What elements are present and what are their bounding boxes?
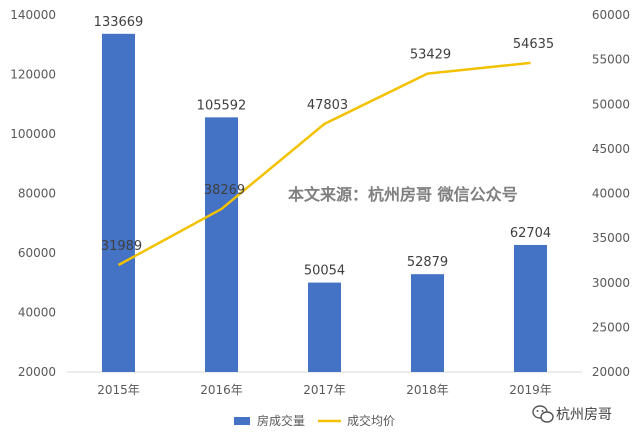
- x-tick-label: 2018年: [406, 383, 449, 397]
- y-right-tick-label: 55000: [592, 53, 630, 67]
- bar: [411, 274, 444, 372]
- y-right-tick-label: 20000: [592, 365, 630, 379]
- line-data-label: 54635: [513, 37, 554, 52]
- y-right-tick-label: 50000: [592, 97, 630, 111]
- legend-label-line: 成交均价: [347, 413, 395, 428]
- source-annotation: 本文来源：杭州房哥 微信公众号: [288, 185, 518, 204]
- y-right-tick-label: 45000: [592, 142, 630, 156]
- data-labels: 133669 105592 50054 52879 62704 31989 38269 478…: [94, 15, 555, 279]
- bar-series: [102, 33, 547, 373]
- line-path: [117, 61, 531, 267]
- x-tick-label: 2015年: [97, 383, 140, 397]
- bar-data-label: 50054: [304, 264, 345, 279]
- bar-data-label: 62704: [510, 226, 551, 241]
- bar-data-label: 52879: [407, 255, 448, 270]
- chart-axes: 20000 40000 60000 80000 100000 120000 140000 20…: [10, 8, 630, 397]
- watermark-logo: 杭州房哥: [532, 405, 612, 423]
- y-left-tick-label: 20000: [18, 365, 56, 379]
- y-right-tick-label: 30000: [592, 276, 630, 290]
- y-left-tick-label: 80000: [18, 187, 56, 201]
- y-left-tick-label: 140000: [10, 8, 56, 22]
- y-right-tick-label: 25000: [592, 320, 630, 334]
- bar-data-label: 105592: [197, 98, 247, 113]
- y-left-tick-label: 120000: [10, 68, 56, 82]
- x-tick-label: 2016年: [200, 383, 243, 397]
- watermark-label: 杭州房哥: [556, 407, 612, 423]
- line-data-label: 31989: [101, 239, 142, 254]
- y-right-tick-label: 60000: [592, 8, 630, 22]
- line-data-label: 53429: [410, 48, 451, 63]
- legend-swatch-bar: [234, 417, 250, 425]
- x-tick-label: 2017年: [303, 383, 346, 397]
- line-data-label: 38269: [204, 183, 245, 198]
- legend-label-bar: 房成交量: [257, 413, 305, 428]
- bar: [102, 33, 135, 373]
- wechat-icon: [532, 405, 554, 423]
- y-right-tick-label: 35000: [592, 231, 630, 245]
- line-data-label: 47803: [307, 98, 348, 113]
- bar-data-label: 133669: [94, 15, 144, 30]
- bar: [308, 282, 341, 372]
- line-series: [117, 61, 531, 267]
- bar: [205, 117, 238, 372]
- x-tick-label: 2019年: [509, 383, 552, 397]
- bar: [514, 244, 547, 372]
- y-left-tick-label: 40000: [18, 306, 56, 320]
- y-left-tick-label: 100000: [10, 127, 56, 141]
- y-right-tick-label: 40000: [592, 187, 630, 201]
- y-left-tick-label: 60000: [18, 246, 56, 260]
- legend: 房成交量 成交均价: [234, 413, 395, 428]
